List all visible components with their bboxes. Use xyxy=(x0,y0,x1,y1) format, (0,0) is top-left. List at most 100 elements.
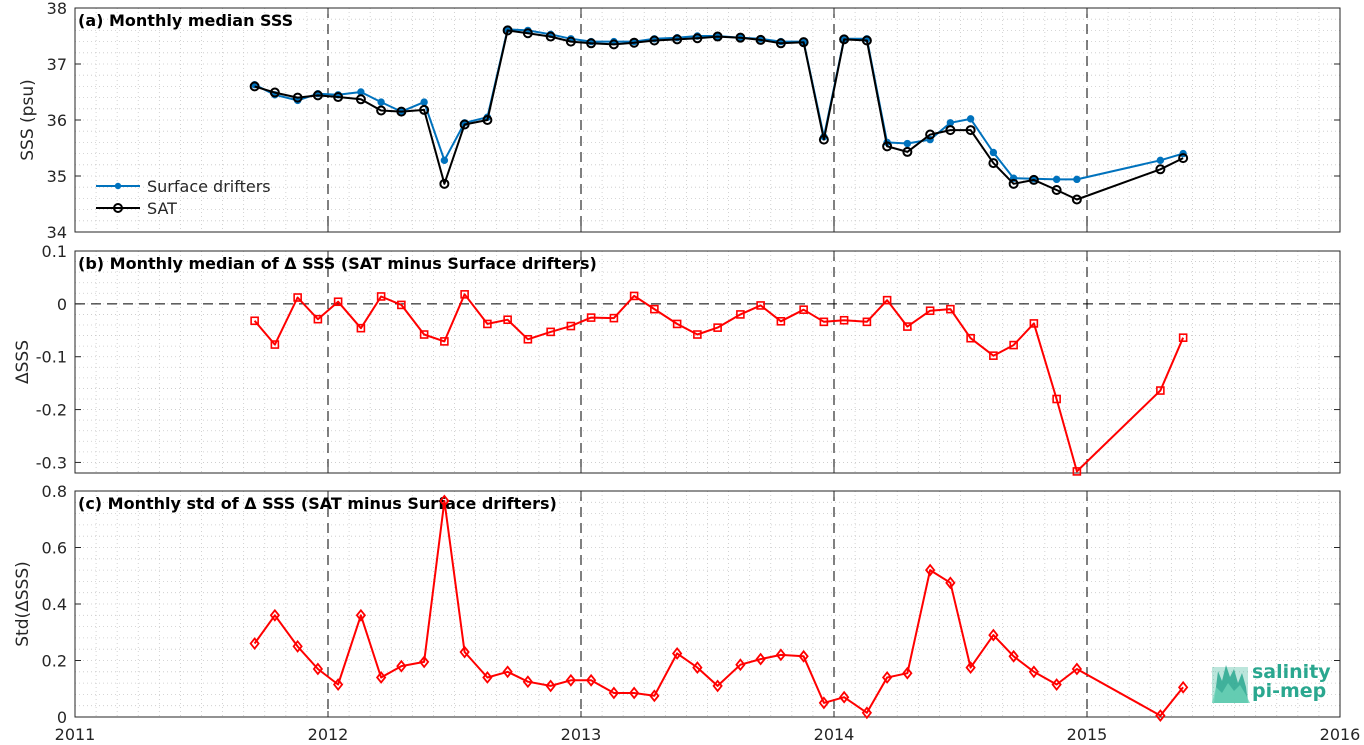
data-point xyxy=(483,319,492,329)
data-point xyxy=(420,98,428,106)
legend-label: SAT xyxy=(147,199,177,218)
data-point xyxy=(565,36,576,47)
data-point xyxy=(756,301,765,310)
data-point xyxy=(1178,333,1188,342)
y-tick-label: 36 xyxy=(47,111,67,130)
series-surface-drifters xyxy=(250,25,1187,184)
data-point xyxy=(586,38,597,49)
data-point xyxy=(712,679,723,693)
y-tick-label: 0.8 xyxy=(42,482,67,501)
data-point xyxy=(377,98,385,106)
data-point xyxy=(799,305,808,314)
data-point xyxy=(925,129,936,140)
data-point xyxy=(650,304,659,314)
y-tick-label: -0.3 xyxy=(36,453,67,472)
data-point xyxy=(1178,153,1189,164)
data-point xyxy=(818,696,830,710)
data-point xyxy=(989,148,998,157)
series-line xyxy=(253,293,1185,473)
data-point xyxy=(355,94,366,105)
data-point xyxy=(861,706,873,720)
legend: Surface drifters SAT xyxy=(96,177,271,218)
data-point xyxy=(460,290,469,299)
legend-marker xyxy=(113,203,123,213)
data-point xyxy=(545,679,556,693)
data-point xyxy=(250,316,259,326)
data-point xyxy=(439,494,450,508)
y-axis-label: ΔSSS xyxy=(13,340,33,384)
data-point xyxy=(1051,185,1062,195)
data-point xyxy=(419,104,430,115)
data-point xyxy=(903,139,912,148)
data-point xyxy=(522,675,534,689)
data-point xyxy=(293,293,302,302)
data-point xyxy=(1009,340,1018,350)
data-point xyxy=(649,35,660,46)
panel-title: (c) Monthly std of Δ SSS (SAT minus Surf… xyxy=(78,494,557,513)
data-point xyxy=(376,105,387,116)
data-point xyxy=(376,292,386,301)
y-tick-label: -0.2 xyxy=(36,401,67,420)
data-point xyxy=(1071,662,1083,676)
data-point xyxy=(1155,164,1166,175)
data-point xyxy=(566,321,576,331)
y-tick-label: 0.1 xyxy=(42,242,67,261)
data-point xyxy=(269,87,280,98)
data-point xyxy=(902,666,913,680)
data-point xyxy=(924,563,936,577)
y-tick-label: 0.6 xyxy=(42,539,67,558)
data-point xyxy=(1156,156,1165,165)
data-point xyxy=(502,25,513,36)
data-point xyxy=(396,106,407,117)
data-point xyxy=(628,686,640,700)
data-point xyxy=(672,319,682,329)
salinity-pi-mep-logo: salinity pi-mep xyxy=(1212,661,1331,703)
x-tick-label: 2014 xyxy=(814,725,855,744)
data-point xyxy=(965,661,976,675)
data-point xyxy=(608,39,619,50)
data-point xyxy=(1155,709,1166,723)
data-point xyxy=(1071,194,1082,205)
y-tick-label: 37 xyxy=(47,55,67,74)
data-point xyxy=(861,35,872,46)
data-point xyxy=(1052,394,1061,404)
data-point xyxy=(440,337,449,346)
data-point xyxy=(459,119,470,130)
data-point xyxy=(649,689,660,703)
data-point xyxy=(882,295,892,305)
data-point xyxy=(629,291,639,301)
series-line xyxy=(254,28,1184,181)
data-point xyxy=(546,327,555,337)
data-point xyxy=(1073,175,1081,184)
legend-marker xyxy=(114,182,122,190)
data-point xyxy=(839,315,849,325)
data-point xyxy=(292,639,303,653)
data-point xyxy=(966,115,975,123)
axes-box xyxy=(74,250,1341,474)
data-point xyxy=(862,317,872,327)
data-point xyxy=(735,658,746,672)
panel-title: (b) Monthly median of Δ SSS (SAT minus S… xyxy=(78,254,597,273)
data-point xyxy=(903,322,912,331)
data-point xyxy=(692,33,703,44)
data-point xyxy=(693,330,702,339)
data-point xyxy=(945,125,956,136)
data-point xyxy=(671,646,683,660)
data-point xyxy=(312,662,324,676)
data-point xyxy=(482,671,493,684)
logo-line2: pi-mep xyxy=(1252,680,1326,702)
data-point xyxy=(522,28,533,39)
data-point xyxy=(736,310,745,319)
data-point xyxy=(312,90,323,101)
data-point xyxy=(356,323,366,333)
data-point xyxy=(1052,175,1061,184)
panel-a: 34 35 36 37 38 2011 2012 2013 2014 2015 2016 SSS (p… xyxy=(18,0,1360,744)
data-point xyxy=(925,306,935,316)
data-point xyxy=(692,661,703,675)
data-point xyxy=(818,134,829,145)
data-point xyxy=(735,32,746,43)
logo-line1: salinity xyxy=(1252,661,1331,683)
y-tick-label: -0.1 xyxy=(36,348,67,367)
data-point xyxy=(988,628,999,642)
